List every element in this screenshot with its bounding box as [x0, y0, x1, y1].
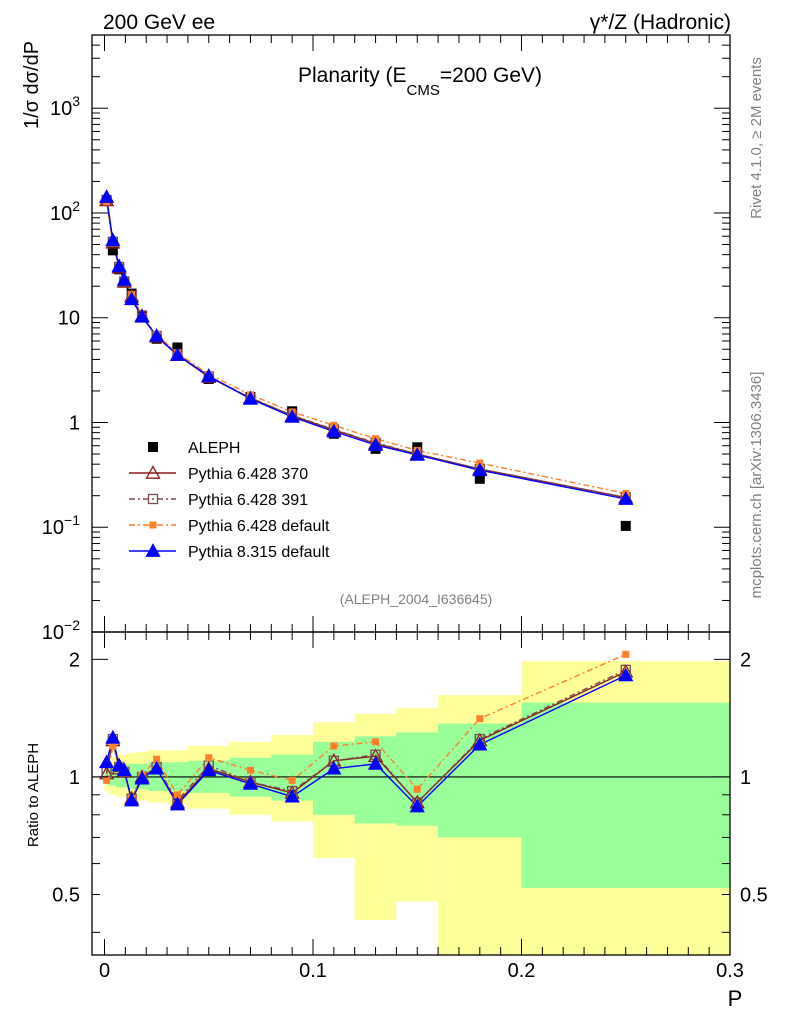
ratio-point-3-11 [326, 760, 342, 775]
legend-entry-3: Pythia 6.428 default [129, 518, 330, 535]
ratio-point-3-12 [367, 756, 384, 770]
main-point-3-1 [105, 232, 121, 247]
main-point-3-4 [124, 291, 140, 306]
legend-marker-4 [145, 543, 161, 557]
ratio-point-3-1 [105, 729, 121, 744]
legend-entry-1: Pythia 6.428 370 [129, 465, 308, 483]
top-y-tick-label-1: 10−1 [42, 512, 80, 539]
main-point-3-10 [284, 409, 300, 423]
main-point-3-3 [116, 272, 132, 286]
plot-title: Planarity (ECMS=200 GeV) [298, 64, 542, 99]
top-y-tick-label-5: 103 [50, 93, 80, 120]
bottom-frame [91, 631, 731, 956]
header-right: γ*/Z (Hadronic) [590, 11, 731, 34]
legend-entry-4: Pythia 8.315 default [129, 543, 330, 561]
main-point-3-5 [134, 308, 150, 323]
y-axis-label: 1/σ dσ/dP [21, 41, 43, 129]
x-tick-label-2: 0.2 [508, 960, 536, 982]
main-point-3-6 [149, 328, 165, 342]
green-band-15 [521, 702, 730, 888]
analysis-watermark: (ALEPH_2004_I636645) [340, 591, 493, 607]
top-panel-background [92, 35, 730, 632]
ratio-point-3-9 [242, 776, 259, 790]
legend-marker-3 [149, 521, 157, 529]
legend: ALEPH Pythia 6.428 370 Pythia 6.428 391 Pyt… [129, 440, 330, 561]
ratio-point-2-14 [476, 715, 484, 723]
ratio-point-3-8 [201, 762, 217, 777]
main-point-3-13 [409, 447, 425, 461]
legend-marker-1 [145, 465, 161, 479]
ratio-point-2-10 [288, 776, 296, 784]
ratio-point-2-7 [173, 791, 181, 799]
ratio-y-tick-label-0: 0.5 [52, 885, 80, 907]
ratio-axis-label: Ratio to ALEPH [25, 743, 42, 847]
ratio-y-tick-label-1: 1 [69, 767, 80, 789]
ratio-point-2-0 [103, 776, 111, 784]
aleph-point-15 [620, 520, 631, 531]
ratio-uncertainty-bands [92, 661, 730, 955]
ratio-point-3-13 [409, 798, 425, 813]
main-point-3-14 [472, 462, 488, 477]
ratio-point-2-9 [246, 766, 254, 774]
header-left: 200 GeV ee [103, 11, 215, 34]
ratio-point-2-1 [109, 742, 117, 750]
ratio-point-3-14 [472, 736, 488, 751]
ratio-y-tick-label-right-0: 0.5 [740, 885, 768, 907]
ratio-point-2-12 [372, 738, 380, 746]
ratio-y-tick-label-right-2: 2 [740, 649, 751, 671]
rivet-label: Rivet 4.1.0, ≥ 2M events [748, 57, 765, 219]
legend-label-4: Pythia 8.315 default [188, 544, 330, 561]
ratio-point-2-11 [330, 742, 338, 750]
aleph-point-1 [107, 245, 118, 256]
mcplots-label: mcplots.cern.ch [arXiv:1306.3436] [748, 372, 765, 599]
legend-label-1: Pythia 6.428 370 [188, 466, 308, 483]
ratio-point-2-6 [153, 755, 161, 763]
ratio-point-3-3 [116, 762, 132, 777]
ratio-point-3-6 [149, 760, 165, 775]
legend-entry-2: Pythia 6.428 391 [129, 492, 308, 509]
main-point-3-8 [201, 368, 217, 382]
main-curves [98, 189, 634, 531]
main-point-3-0 [98, 189, 115, 203]
axes: 10−2 10−1 1 10 102 103 0.5 0.5 1 1 2 2 0 0.1 0.2 0.3 [42, 34, 768, 982]
legend-label-3: Pythia 6.428 default [188, 518, 330, 535]
ratio-curves [98, 650, 634, 813]
x-tick-label-1: 0.1 [299, 960, 327, 982]
ratio-point-3-7 [169, 796, 186, 811]
ratio-point-3-5 [134, 770, 150, 785]
ratio-point-2-13 [413, 785, 421, 793]
main-point-3-7 [169, 347, 186, 361]
main-point-3-11 [326, 423, 342, 438]
main-point-3-15 [618, 491, 634, 505]
legend-marker-2 [147, 493, 159, 505]
top-y-tick-label-4: 102 [50, 198, 80, 225]
main-point-3-12 [367, 437, 384, 451]
ratio-point-2-15 [622, 650, 630, 658]
legend-entry-0: ALEPH [148, 440, 240, 457]
ratio-point-3-10 [284, 788, 300, 803]
legend-marker-0 [148, 442, 158, 452]
ratio-point-2-8 [205, 754, 213, 762]
ratio-y-tick-label-2: 2 [69, 649, 80, 671]
x-axis-label: P [728, 986, 743, 1011]
top-y-tick-label-3: 10 [58, 308, 80, 330]
top-plot-area [92, 35, 730, 632]
top-y-tick-label-0: 10−2 [42, 617, 80, 644]
x-tick-label-0: 0 [99, 960, 110, 982]
ratio-y-tick-label-right-1: 1 [740, 767, 751, 789]
legend-label-2: Pythia 6.428 391 [188, 492, 308, 509]
top-y-tick-label-2: 1 [69, 412, 80, 434]
ratio-point-3-4 [124, 792, 140, 807]
aleph-point-14 [474, 473, 485, 484]
x-tick-label-3: 0.3 [716, 960, 744, 982]
ratio-point-3-15 [618, 667, 634, 682]
main-point-3-2 [111, 258, 127, 273]
main-point-3-9 [242, 391, 259, 405]
ratio-point-3-0 [98, 754, 115, 769]
legend-label-0: ALEPH [188, 440, 240, 457]
